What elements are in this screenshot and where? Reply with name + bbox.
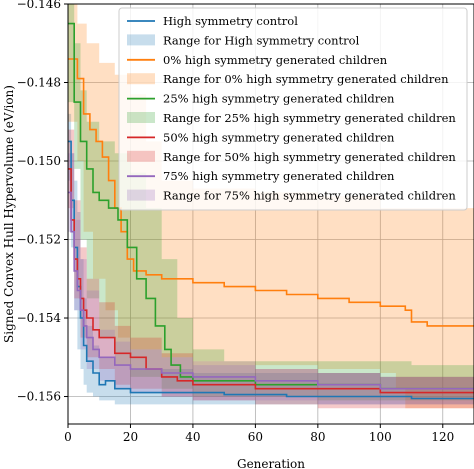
x-tick-label: 0: [64, 430, 72, 444]
x-tick-label: 60: [248, 430, 263, 444]
x-axis-label: Generation: [237, 457, 305, 469]
x-tick-label: 100: [369, 430, 392, 444]
y-tick-label: −0.154: [17, 311, 62, 325]
legend-entry: High symmetry control: [163, 14, 298, 28]
y-axis-label: Signed Convex Hull Hypervolume (eV/ion): [2, 85, 16, 343]
legend-band-swatch: [127, 112, 155, 123]
range-band: [68, 129, 474, 409]
x-tick-label: 120: [431, 430, 454, 444]
legend-entry: Range for High symmetry control: [163, 33, 360, 47]
range-band: [68, 153, 474, 405]
plot-frame: [67, 3, 474, 425]
legend: High symmetry control Range for High symm…: [118, 7, 468, 211]
legend-entry: 50% high symmetry generated children: [163, 130, 395, 144]
x-tick-label: 80: [310, 430, 325, 444]
series-lines: [68, 22, 474, 400]
range-band: [68, 4, 474, 401]
legend-band-swatch: [127, 189, 155, 201]
range-band: [68, 113, 474, 405]
legend-entry: Range for 75% high symmetry generated ch…: [163, 189, 456, 203]
legend-box: [118, 7, 468, 211]
x-tick-label: 20: [123, 430, 138, 444]
legend-band-swatch: [127, 34, 155, 46]
axis-ticks: 0 20 40 60 80 100 120 −0.156 −0.154 −0.152 −0.150 −…: [17, 0, 455, 444]
x-tick-label: 40: [185, 430, 200, 444]
legend-entry: Range for 0% high symmetry generated chi…: [163, 72, 449, 86]
y-tick-label: −0.152: [17, 233, 61, 247]
series-line: [68, 191, 474, 390]
legend-entry: Range for 25% high symmetry generated ch…: [163, 111, 456, 125]
y-tick-label: −0.156: [17, 390, 61, 404]
legend-entry: 75% high symmetry generated children: [163, 169, 395, 183]
y-tick-label: −0.148: [17, 76, 61, 90]
legend-entry: 25% high symmetry generated children: [163, 92, 395, 106]
legend-entry: Range for 50% high symmetry generated ch…: [163, 150, 456, 164]
y-tick-label: −0.146: [17, 0, 61, 11]
legend-band-swatch: [127, 150, 155, 162]
y-tick-label: −0.150: [17, 154, 61, 168]
series-line: [68, 58, 474, 327]
legend-entry: 0% high symmetry generated children: [163, 53, 388, 67]
legend-band-swatch: [127, 73, 155, 85]
